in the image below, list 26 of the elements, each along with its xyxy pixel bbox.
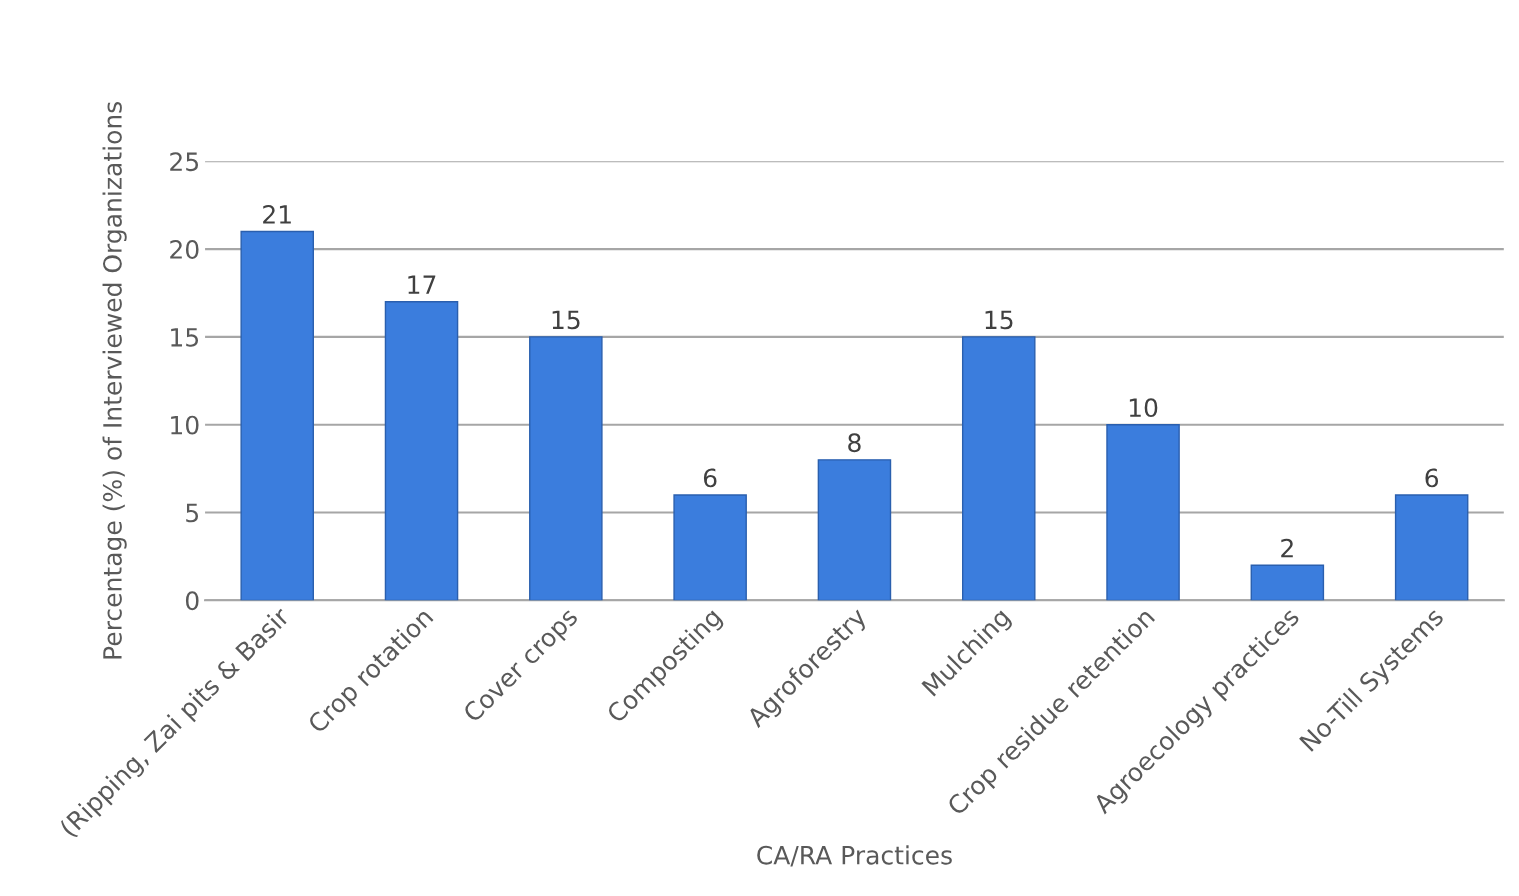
bar <box>384 301 459 601</box>
data-label: 15 <box>552 310 580 330</box>
y-tick-label: 10 <box>171 415 199 435</box>
data-label: 17 <box>408 275 436 294</box>
data-label: 2 <box>1281 538 1293 558</box>
data-label: 10 <box>1129 398 1158 418</box>
bar <box>673 494 747 601</box>
data-label: 8 <box>848 433 861 453</box>
data-label: 6 <box>703 468 717 488</box>
y-axis-title: Percentage (%) of Interviewed Organizations <box>102 101 127 659</box>
x-axis-title: CA/RA Practices <box>757 845 952 867</box>
bar <box>961 336 1036 601</box>
y-tick-label: 0 <box>185 591 199 611</box>
bar <box>1394 494 1469 601</box>
bar <box>240 230 314 601</box>
y-tick-label: 5 <box>186 503 199 523</box>
y-tick-label: 15 <box>171 328 199 347</box>
data-label: 21 <box>263 204 291 224</box>
bar <box>529 336 603 601</box>
bar <box>1250 564 1325 601</box>
y-tick-label: 25 <box>170 152 199 172</box>
y-tick-label: 20 <box>170 240 199 259</box>
data-label: 6 <box>1425 468 1439 488</box>
bar <box>1106 424 1180 601</box>
bar <box>817 459 892 601</box>
data-label: 15 <box>985 310 1013 330</box>
